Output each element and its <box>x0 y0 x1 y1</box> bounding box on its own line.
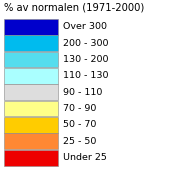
Bar <box>4 133 58 149</box>
Text: 70 - 90: 70 - 90 <box>63 104 96 113</box>
Bar <box>4 117 58 133</box>
Text: 200 - 300: 200 - 300 <box>63 39 108 48</box>
Text: 50 - 70: 50 - 70 <box>63 120 96 129</box>
Bar <box>4 68 58 84</box>
Bar <box>4 35 58 51</box>
Bar <box>4 84 58 100</box>
Bar <box>4 19 58 35</box>
Text: 25 - 50: 25 - 50 <box>63 137 96 146</box>
Bar <box>4 150 58 166</box>
Text: Under 25: Under 25 <box>63 153 107 162</box>
Text: Over 300: Over 300 <box>63 22 107 31</box>
Text: % av normalen (1971-2000): % av normalen (1971-2000) <box>4 3 144 13</box>
Text: 130 - 200: 130 - 200 <box>63 55 108 64</box>
Bar <box>4 101 58 116</box>
Text: 110 - 130: 110 - 130 <box>63 71 108 80</box>
Text: 90 - 110: 90 - 110 <box>63 88 102 97</box>
Bar <box>4 52 58 68</box>
